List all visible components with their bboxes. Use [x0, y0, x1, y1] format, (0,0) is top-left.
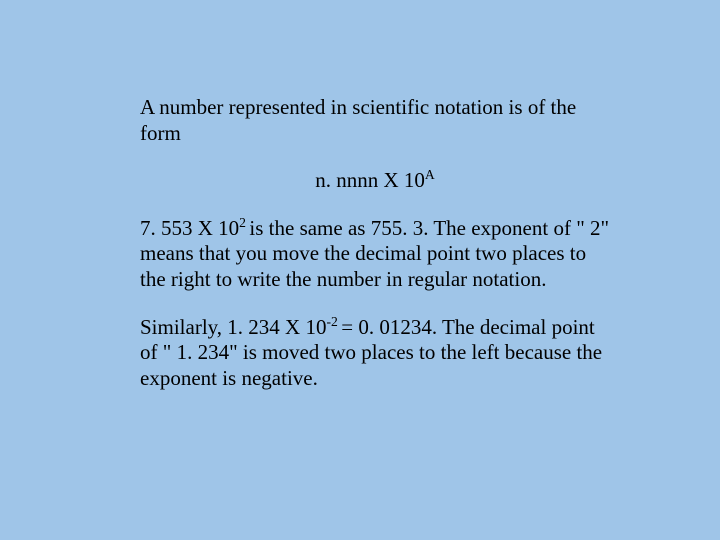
intro-paragraph: A number represented in scientific notat…	[140, 95, 610, 146]
example-negative-a: Similarly, 1. 234 X 10	[140, 315, 326, 339]
example-positive: 7. 553 X 102 is the same as 755. 3. The …	[140, 216, 610, 293]
formula-exponent: A	[425, 167, 435, 182]
formula-line: n. nnnn X 10A	[140, 168, 610, 194]
example-negative-exp: -2	[326, 314, 341, 329]
example-negative: Similarly, 1. 234 X 10-2 = 0. 01234. The…	[140, 315, 610, 392]
example-positive-exp: 2	[239, 215, 249, 230]
example-positive-a: 7. 553 X 10	[140, 216, 239, 240]
formula-base: n. nnnn X 10	[315, 168, 425, 192]
slide-content: A number represented in scientific notat…	[0, 0, 720, 391]
intro-text: A number represented in scientific notat…	[140, 95, 576, 145]
